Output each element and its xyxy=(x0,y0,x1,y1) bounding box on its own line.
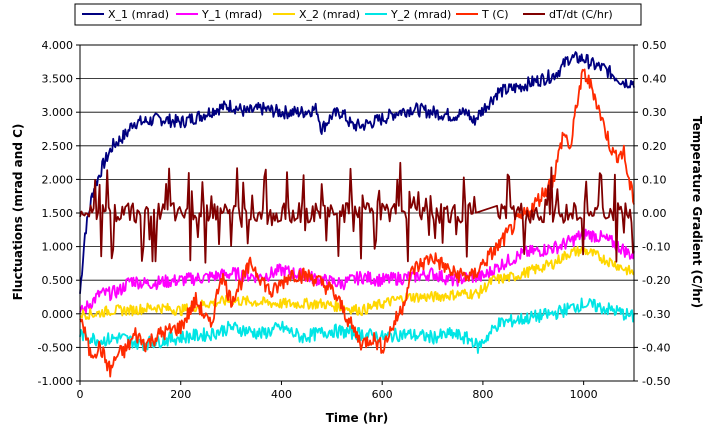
legend-label: Y_1 (mrad) xyxy=(201,8,262,21)
x-tick-label: 200 xyxy=(170,388,191,401)
y-axis-label: Fluctuations (mrad and C) xyxy=(11,124,25,301)
legend-label: dT/dt (C/hr) xyxy=(549,8,613,21)
y2-tick-label: -0.20 xyxy=(642,274,670,287)
legend: X_1 (mrad) Y_1 (mrad) X_2 (mrad) Y_2 (mrad)… xyxy=(74,3,642,26)
y-tick-label: 0.500 xyxy=(42,274,74,287)
y2-tick-label: -0.50 xyxy=(642,375,670,388)
legend-label: Y_2 (mrad) xyxy=(390,8,451,21)
series-line xyxy=(79,161,634,264)
y2-tick-label: 0.50 xyxy=(642,39,667,52)
y2-tick-label: -0.10 xyxy=(642,241,670,254)
y-tick-label: 0.000 xyxy=(42,308,74,321)
y-tick-label: 1.500 xyxy=(42,207,74,220)
x-tick-label: 400 xyxy=(271,388,292,401)
series-line xyxy=(79,226,635,314)
y-tick-label: 3.500 xyxy=(42,73,74,86)
y-tick-label: 2.500 xyxy=(42,140,74,153)
axes: -1.000-0.5000.0000.5001.0001.5002.0002.5… xyxy=(38,39,671,401)
x-tick-label: 800 xyxy=(472,388,493,401)
legend-label: X_1 (mrad) xyxy=(108,8,169,21)
x-tick-label: 600 xyxy=(372,388,393,401)
series-layer xyxy=(79,51,635,378)
legend-label: T (C) xyxy=(481,8,508,21)
y2-tick-label: -0.40 xyxy=(642,341,670,354)
x-axis-label: Time (hr) xyxy=(326,411,389,425)
series-line xyxy=(79,245,635,320)
y2-tick-label: -0.30 xyxy=(642,308,670,321)
x-tick-label: 0 xyxy=(77,388,84,401)
y2-tick-label: 0.40 xyxy=(642,73,667,86)
y-tick-label: -0.500 xyxy=(38,341,73,354)
legend-label: X_2 (mrad) xyxy=(299,8,360,21)
y2-axis-label: Temperature Gradient (C/hr) xyxy=(690,116,704,308)
legend-box xyxy=(74,3,642,26)
y2-tick-label: 0.30 xyxy=(642,106,667,119)
y-tick-label: 3.000 xyxy=(42,106,74,119)
series-line xyxy=(79,51,635,294)
y-tick-label: 4.000 xyxy=(42,39,74,52)
y2-tick-label: 0.20 xyxy=(642,140,667,153)
x-tick-label: 1000 xyxy=(570,388,598,401)
y-tick-label: 2.000 xyxy=(42,173,74,186)
y2-tick-label: 0.10 xyxy=(642,173,667,186)
series-line xyxy=(79,68,635,378)
y2-tick-label: 0.00 xyxy=(642,207,667,220)
y-tick-label: 1.000 xyxy=(42,241,74,254)
y-tick-label: -1.000 xyxy=(38,375,73,388)
